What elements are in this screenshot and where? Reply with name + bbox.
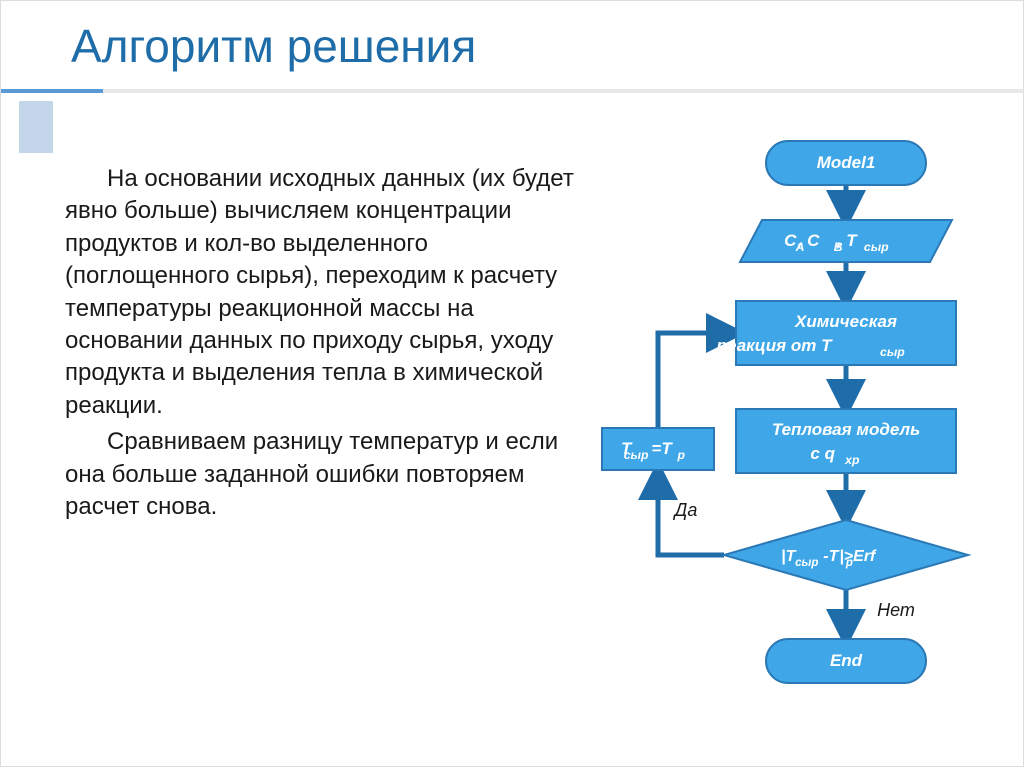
flowchart-svg: Model1CА, CВ, ТсырХимическаяреакция от Т… — [596, 131, 1016, 751]
body-text: На основании исходных данных (их будет я… — [65, 163, 590, 527]
paragraph-1: На основании исходных данных (их будет я… — [65, 163, 590, 422]
paragraph-2: Сравниваем разницу температур и если она… — [65, 426, 590, 523]
slide-container: Алгоритм решения На основании исходных д… — [0, 0, 1024, 767]
node-label-end: End — [830, 651, 863, 670]
accent-box — [19, 101, 53, 153]
node-label-start: Model1 — [817, 153, 876, 172]
edge-label-decision-end: Нет — [877, 600, 915, 620]
edge-label-decision-assign: Да — [673, 500, 698, 520]
flowchart: Model1CА, CВ, ТсырХимическаяреакция от Т… — [596, 131, 1016, 751]
title-underline — [1, 89, 1023, 93]
slide-title: Алгоритм решения — [71, 19, 476, 73]
